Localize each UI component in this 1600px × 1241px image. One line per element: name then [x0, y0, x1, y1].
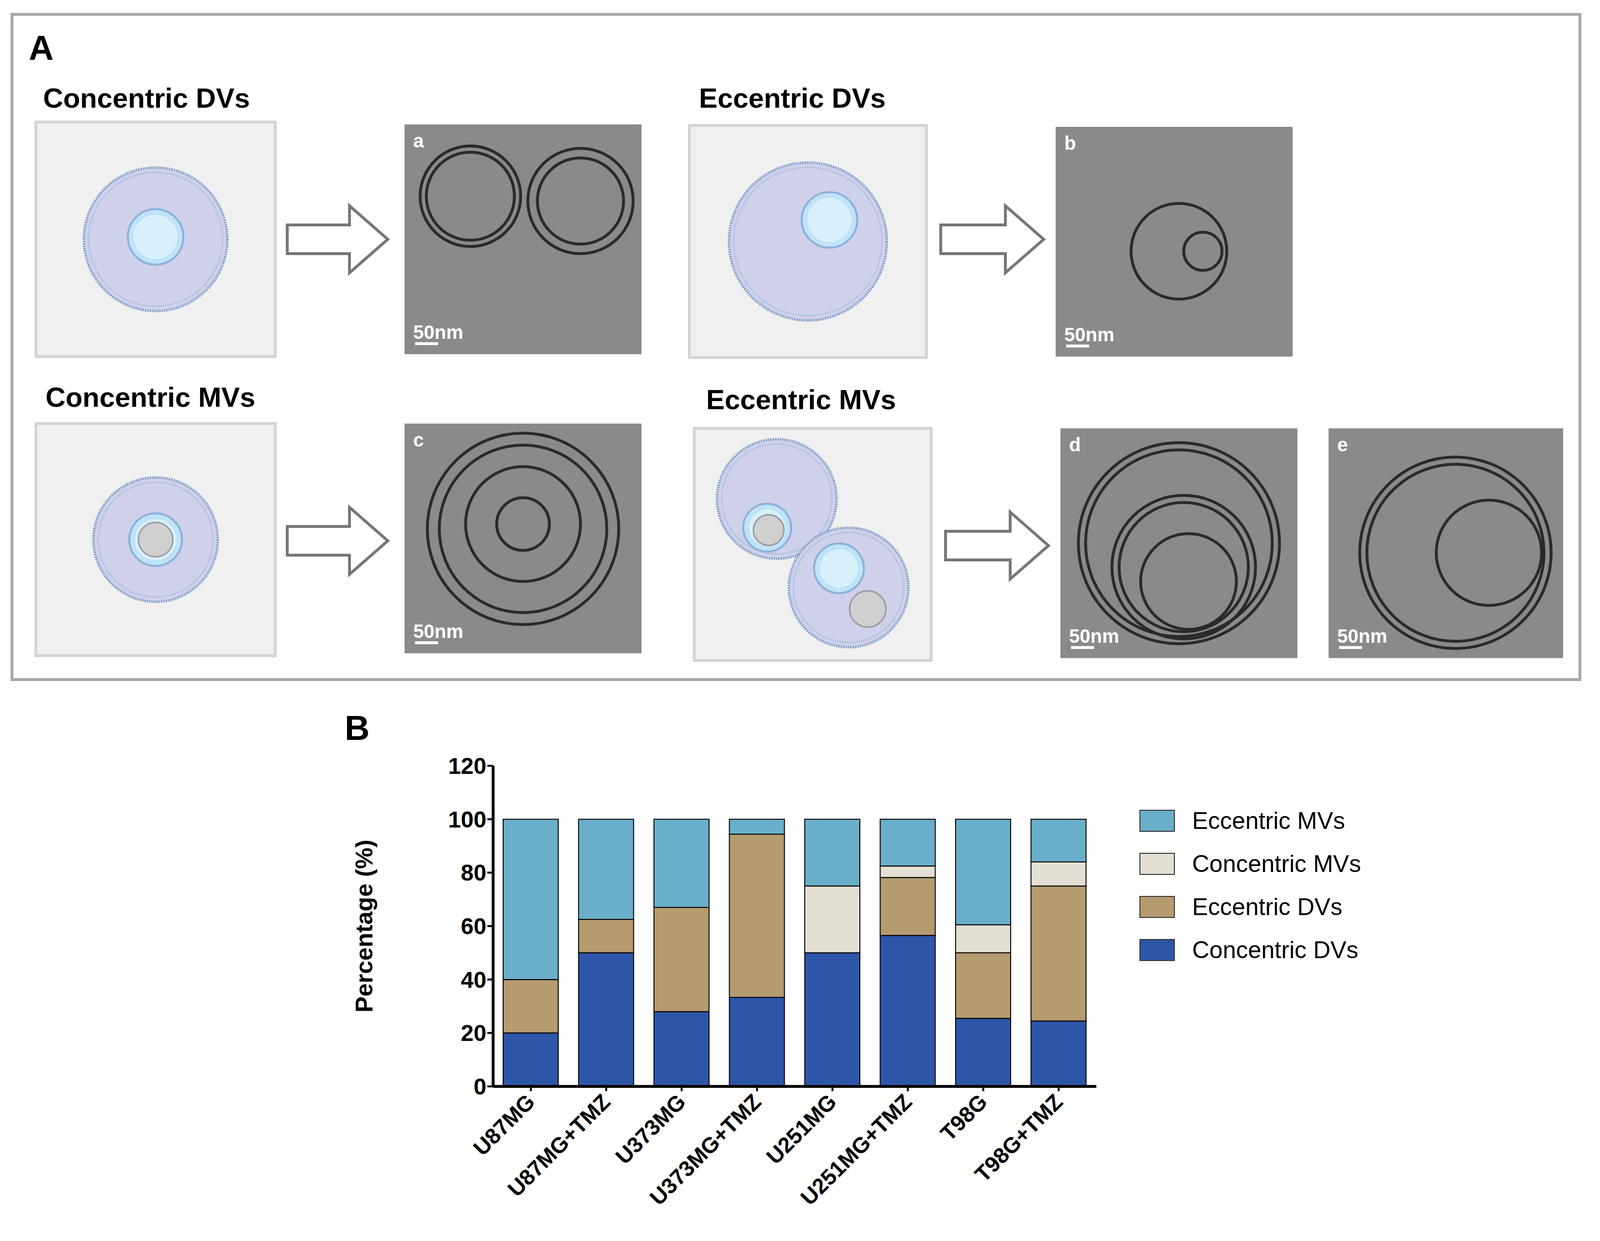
svg-text:Concentric MVs: Concentric MVs — [45, 381, 256, 413]
svg-text:80: 80 — [461, 860, 487, 886]
svg-text:T98G: T98G — [935, 1089, 992, 1147]
svg-text:U87MG: U87MG — [468, 1089, 540, 1161]
svg-text:e: e — [1337, 434, 1348, 456]
html-text:Concentric MVs: Concentric MVs — [1192, 850, 1362, 878]
svg-text:40: 40 — [461, 967, 487, 993]
svg-text:100: 100 — [448, 807, 487, 833]
svg-text:50nm: 50nm — [1064, 324, 1115, 346]
svg-text:Percentage (%): Percentage (%) — [350, 839, 378, 1013]
html-text:Concentric DVs: Concentric DVs — [1192, 936, 1359, 964]
svg-text:d: d — [1069, 434, 1081, 456]
svg-text:A: A — [28, 28, 54, 68]
svg-text:U373MG: U373MG — [610, 1089, 691, 1170]
html-text:Eccentric DVs: Eccentric DVs — [1192, 893, 1343, 921]
svg-text:60: 60 — [461, 913, 487, 940]
svg-text:U373MG+TMZ: U373MG+TMZ — [644, 1089, 767, 1211]
svg-text:50nm: 50nm — [1337, 625, 1388, 647]
svg-text:Eccentric MVs: Eccentric MVs — [706, 383, 897, 416]
svg-text:50nm: 50nm — [1069, 625, 1120, 647]
svg-text:120: 120 — [448, 753, 487, 779]
svg-text:50nm: 50nm — [413, 620, 464, 643]
svg-text:20: 20 — [461, 1020, 487, 1047]
svg-text:Concentric DVs: Concentric DVs — [43, 82, 250, 114]
html-text:B: B — [344, 709, 370, 748]
html-text:Eccentric MVs: Eccentric MVs — [1192, 807, 1346, 835]
svg-text:c: c — [413, 429, 424, 451]
svg-text:T98G+TMZ: T98G+TMZ — [969, 1089, 1068, 1188]
svg-text:U87MG+TMZ: U87MG+TMZ — [502, 1089, 616, 1203]
svg-text:b: b — [1064, 132, 1076, 154]
svg-text:U251MG+TMZ: U251MG+TMZ — [795, 1089, 917, 1211]
svg-text:a: a — [413, 130, 425, 152]
svg-text:Eccentric DVs: Eccentric DVs — [698, 82, 886, 114]
svg-text:50nm: 50nm — [413, 321, 464, 343]
svg-text:0: 0 — [473, 1074, 487, 1100]
svg-text:U251MG: U251MG — [761, 1089, 842, 1170]
